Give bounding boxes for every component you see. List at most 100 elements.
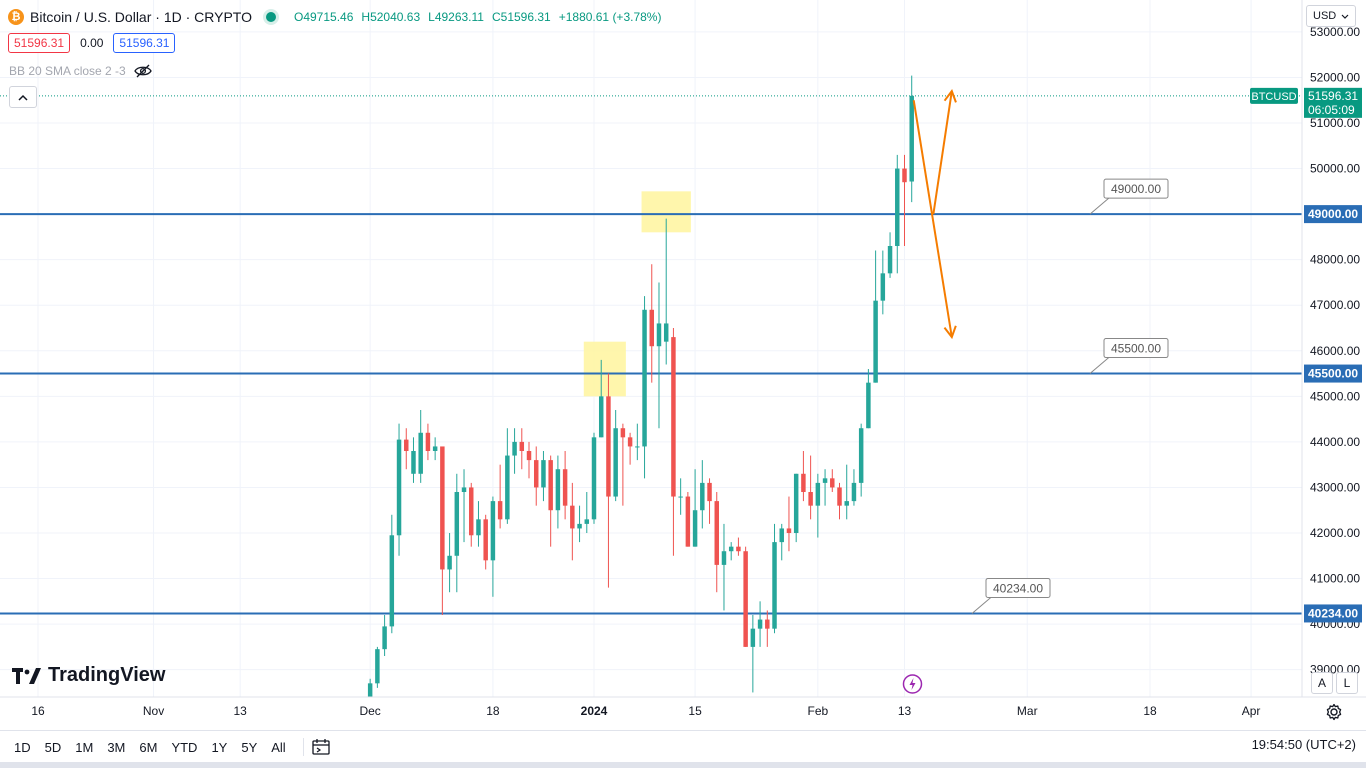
candle-up [555, 469, 561, 511]
bitcoin-logo[interactable]: ₿ [8, 9, 24, 25]
event-marker-bolt [909, 678, 916, 690]
range-all-button[interactable]: All [271, 739, 286, 755]
price-axis-tick-label: 53000.00 [1310, 25, 1360, 39]
sell-button[interactable]: 51596.31 [8, 33, 71, 53]
candle-down [497, 501, 503, 520]
collapse-legend-button[interactable] [9, 86, 37, 108]
level-callout-box [985, 577, 1051, 598]
candle-up [895, 168, 900, 246]
candle-up [382, 626, 387, 650]
candle-down [902, 168, 907, 183]
market-status-indicator[interactable] [265, 12, 276, 22]
candle-up [505, 455, 510, 520]
candle-down [606, 396, 611, 497]
candle-down [707, 482, 712, 502]
last-price-label: 51596.31 [1308, 89, 1358, 103]
price-chart[interactable]: 49000.0045500.0040234.0039000.0040000.00… [0, 0, 1366, 730]
gear-icon[interactable] [1325, 703, 1343, 721]
projection-arrow-up [932, 90, 953, 215]
candle-up [656, 323, 662, 347]
candle-down [519, 441, 525, 451]
indicator-legend[interactable]: BB 20 SMA close 2 -3 [9, 64, 152, 78]
range-3m-button[interactable]: 3M [107, 739, 126, 755]
indicator-label[interactable]: BB 20 SMA close 2 -3 [9, 64, 126, 78]
time-axis-tick-label: 16 [31, 704, 45, 718]
candle-down [562, 469, 568, 506]
price-axis-tick-label: 42000.00 [1310, 526, 1360, 540]
candle-down [425, 432, 431, 451]
candle-down [801, 473, 806, 492]
price-level-tag-label: 40234.00 [1308, 606, 1358, 620]
high-value: 52040.63 [370, 10, 421, 24]
range-5y-button[interactable]: 5Y [241, 739, 258, 755]
range-1m-button[interactable]: 1M [75, 739, 94, 755]
time-axis-tick-label: 13 [898, 704, 912, 718]
candle-down [570, 505, 575, 529]
candle-up [490, 501, 496, 561]
price-axis-tick-label: 52000.00 [1310, 70, 1360, 84]
candle-up [577, 523, 582, 529]
candle-up [728, 546, 734, 552]
candle-up [375, 649, 380, 684]
candle-up [866, 382, 871, 429]
candle-up [750, 628, 756, 647]
candle-up [454, 492, 460, 556]
time-axis-tick-label: 18 [486, 704, 500, 718]
level-callout-label: 45500.00 [1111, 342, 1161, 356]
time-axis-tick-label: 2024 [581, 704, 608, 718]
candle-up [367, 683, 373, 697]
candle-up [700, 482, 705, 511]
last-price-tag [1304, 87, 1362, 118]
candle-up [887, 246, 893, 274]
tradingview-logo[interactable]: TradingView [12, 664, 165, 687]
range-5d-button[interactable]: 5D [44, 739, 62, 755]
candle-up [353, 724, 357, 729]
candle-up [461, 487, 467, 492]
range-1y-button[interactable]: 1Y [211, 739, 228, 755]
range-1d-button[interactable]: 1D [14, 739, 31, 755]
candle-up [815, 482, 821, 506]
range-6m-button[interactable]: 6M [139, 739, 158, 755]
candle-down [786, 528, 792, 533]
symbol-title[interactable]: Bitcoin / U.S. Dollar · 1D · CRYPTO [30, 9, 252, 25]
level-callout-box [1103, 178, 1169, 199]
currency-selector[interactable]: USD [1306, 5, 1356, 27]
candle-up [873, 300, 878, 383]
price-level-tag [1304, 604, 1362, 623]
log-scale-button[interactable]: L [1336, 672, 1358, 694]
calendar-range-icon[interactable] [312, 739, 330, 755]
countdown-label: 06:05:09 [1308, 103, 1355, 117]
price-axis-tick-label: 46000.00 [1310, 344, 1360, 358]
logo-text: TradingView [48, 664, 166, 686]
price-axis-tick-label: 45000.00 [1310, 389, 1360, 403]
price-level-tag-label: 49000.00 [1308, 207, 1358, 221]
time-axis-tick-label: Nov [143, 704, 164, 718]
symbol-tag [1250, 87, 1298, 104]
time-axis-tick-label: 13 [234, 704, 248, 718]
price-axis-tick-label: 50000.00 [1310, 162, 1360, 176]
candle-down [837, 487, 842, 506]
candle-up [851, 482, 857, 502]
level-callout-pointer [1089, 356, 1111, 374]
ohlc-values: O49715.46 H52040.63 L49263.11 C51596.31 … [293, 10, 662, 24]
currency-label: USD [1313, 10, 1337, 22]
candle-down [808, 492, 813, 506]
eye-off-icon[interactable] [133, 64, 152, 78]
buy-button[interactable]: 51596.31 [113, 33, 176, 53]
change-value: +1880.61 (+3.78%) [558, 10, 662, 24]
candle-down [404, 439, 409, 451]
candle-down [627, 437, 633, 447]
candle-down [483, 519, 488, 561]
price-level-tag [1304, 364, 1362, 383]
range-ytd-button[interactable]: YTD [171, 739, 198, 755]
low-value: 49263.11 [434, 10, 484, 24]
candle-up [678, 496, 683, 498]
candle-up [418, 432, 423, 474]
level-callout-pointer [1089, 196, 1111, 215]
candle-down [671, 337, 676, 497]
toolbar-divider [302, 738, 304, 756]
candle-up [541, 460, 546, 488]
time-zone-clock[interactable]: 19:54:50 (UTC+2) [1251, 737, 1356, 752]
auto-scale-button[interactable]: A [1311, 672, 1333, 694]
candle-down [743, 551, 748, 647]
